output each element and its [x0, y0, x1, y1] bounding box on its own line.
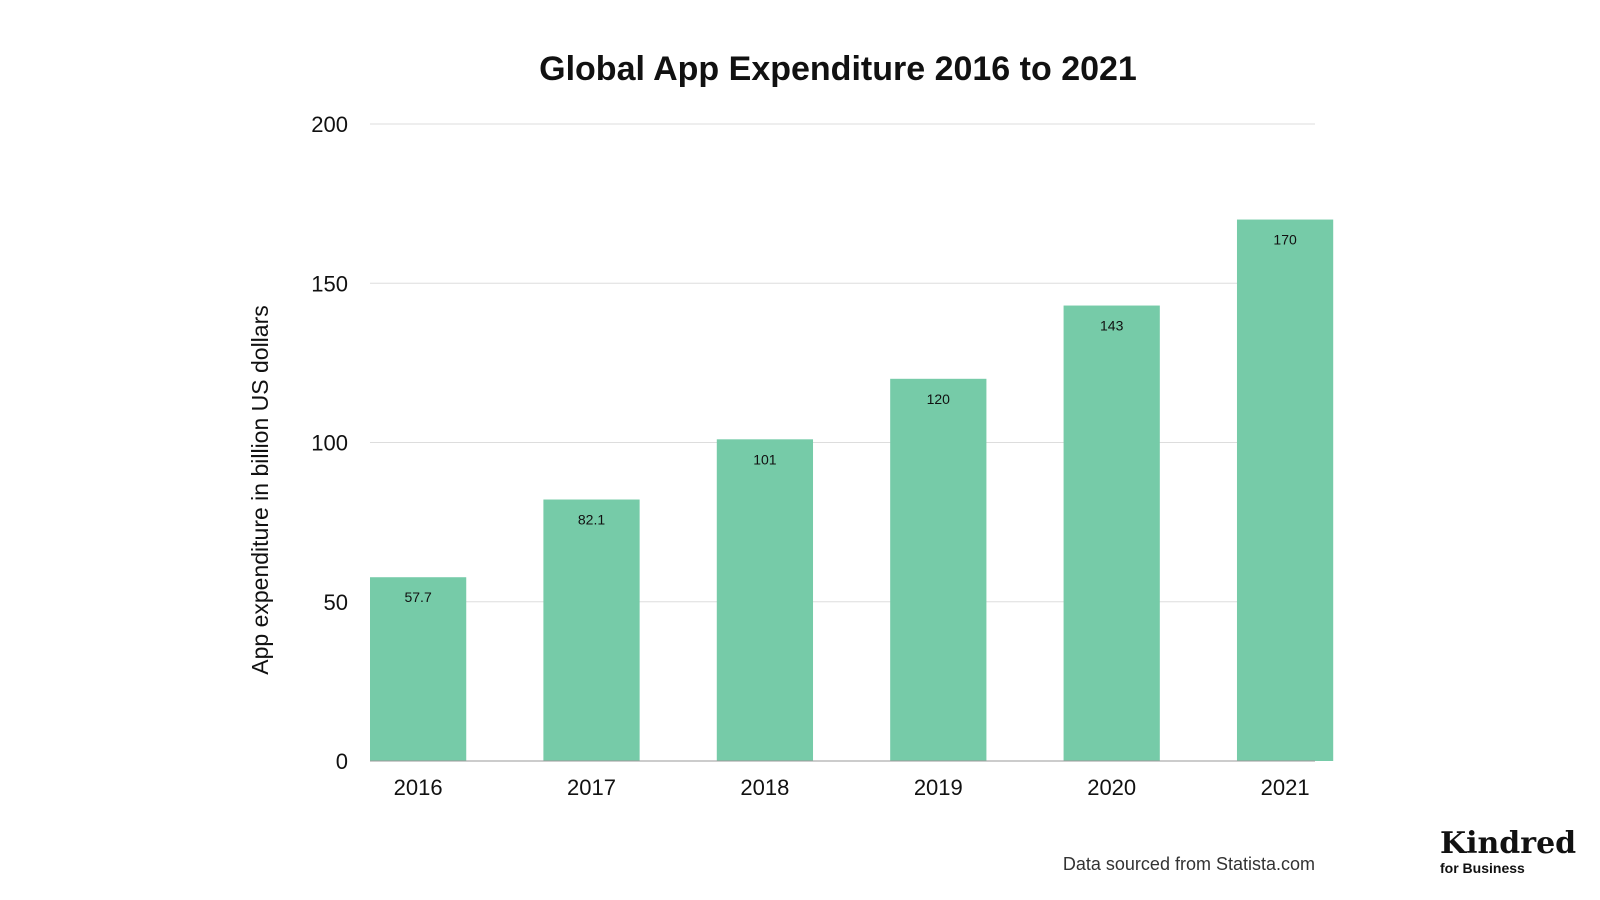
chart-title: Global App Expenditure 2016 to 2021 [539, 50, 1137, 88]
gridlines [370, 123, 1315, 603]
bar-value-label-2017: 82.1 [578, 512, 605, 528]
bar-value-label-2016: 57.7 [404, 589, 431, 605]
source-note: Data sourced from Statista.com [1063, 854, 1315, 874]
x-tick-label-2020: 2020 [1087, 775, 1136, 800]
kindred-logo: Kindred for Business [1440, 826, 1576, 876]
x-tick-label-2018: 2018 [740, 775, 789, 800]
bar-2016 [370, 577, 467, 761]
bar-value-label-2019: 120 [927, 391, 951, 407]
y-axis-ticks: 0 50 100 150 200 [311, 112, 348, 774]
logo-tagline: for Business [1440, 860, 1525, 876]
x-axis-ticks: 2016 2017 2018 2019 2020 2021 [394, 775, 1310, 800]
x-tick-label-2017: 2017 [567, 775, 616, 800]
y-tick-label: 200 [311, 112, 348, 137]
bar-2019 [890, 378, 987, 761]
y-tick-label: 0 [336, 749, 348, 774]
x-tick-label-2016: 2016 [394, 775, 443, 800]
bar-2018 [716, 439, 814, 761]
bar-2020 [1063, 305, 1160, 761]
bar-value-label-2020: 143 [1100, 318, 1124, 334]
y-axis-label: App expenditure in billion US dollars [247, 305, 273, 675]
bar-2017 [543, 499, 640, 761]
logo-name: Kindred [1440, 826, 1576, 861]
bar-value-label-2021: 170 [1273, 232, 1297, 248]
bar-value-label-2018: 101 [753, 451, 777, 467]
y-tick-label: 100 [311, 431, 348, 456]
bars [370, 219, 1334, 762]
bar-2021 [1236, 219, 1334, 762]
y-tick-label: 150 [311, 271, 348, 296]
y-tick-label: 50 [324, 590, 348, 615]
x-tick-label-2019: 2019 [914, 775, 963, 800]
bar-value-labels: 57.7 82.1 101 120 143 170 [404, 232, 1296, 606]
x-tick-label-2021: 2021 [1261, 775, 1310, 800]
